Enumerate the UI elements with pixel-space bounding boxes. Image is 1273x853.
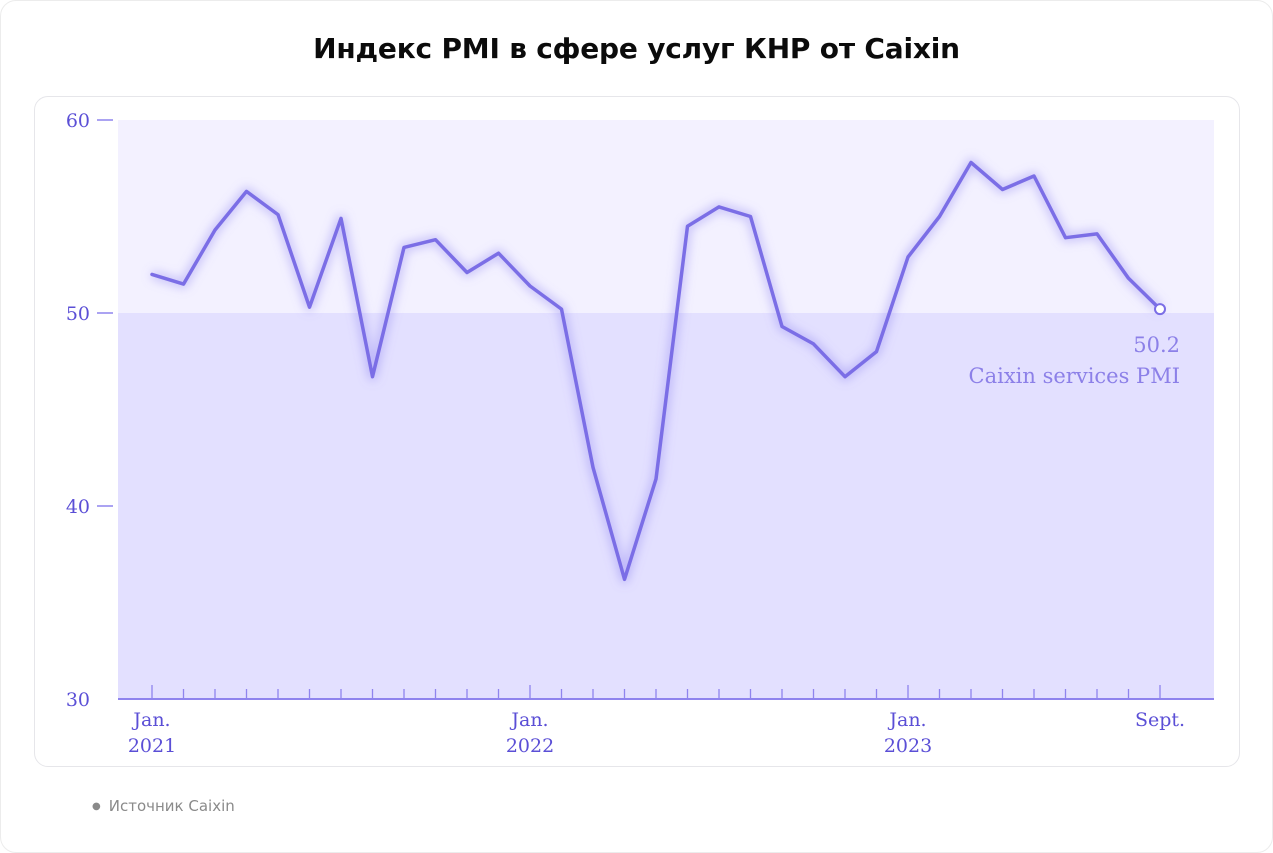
x-tick-label: 2022 <box>506 735 554 757</box>
x-tick-label: 2023 <box>884 735 932 757</box>
chart-title: Индекс PMI в сфере услуг КНР от Caixin <box>313 32 960 65</box>
y-tick-label: 30 <box>66 689 90 711</box>
bullet-icon: ● <box>92 801 101 812</box>
y-tick-label: 50 <box>66 303 90 325</box>
annotation-value: 50.2 <box>1133 333 1180 357</box>
y-tick-label: 60 <box>66 110 90 132</box>
x-tick-label: Sept. <box>1135 709 1185 731</box>
x-tick-label: Jan. <box>887 709 926 731</box>
x-tick-label: Jan. <box>131 709 170 731</box>
x-tick-label: Jan. <box>509 709 548 731</box>
end-point-marker <box>1154 303 1166 316</box>
source-text: Источник Caixin <box>108 797 235 815</box>
annotation-label: Caixin services PMI <box>969 364 1180 388</box>
x-tick-label: 2021 <box>128 735 176 757</box>
y-tick-label: 40 <box>66 496 90 518</box>
source-note: ● Источник Caixin <box>92 797 235 815</box>
